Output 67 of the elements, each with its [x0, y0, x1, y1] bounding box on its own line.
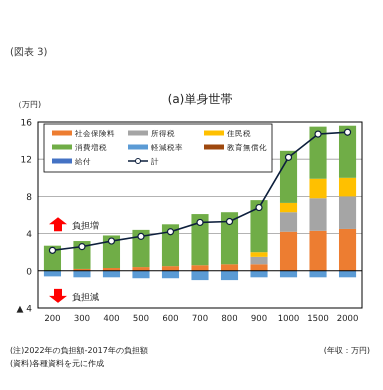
x-tick-label: 400 [103, 314, 120, 324]
annotation: 負担減 [72, 292, 99, 303]
bar [309, 126, 327, 179]
point [78, 243, 86, 250]
y-tick-label: 8 [26, 192, 32, 203]
y-tick-label: 16 [20, 118, 32, 128]
point [48, 246, 56, 254]
bar [280, 150, 298, 203]
bar [191, 270, 209, 280]
bar [191, 214, 209, 266]
text: (図表 3) [10, 46, 48, 58]
bar [280, 270, 298, 278]
bar [132, 230, 150, 268]
bar [280, 212, 298, 232]
point [344, 128, 352, 136]
bar [338, 126, 356, 178]
point [108, 237, 116, 245]
x-tick-label: 500 [132, 314, 150, 324]
bar [338, 270, 356, 278]
bar [250, 200, 268, 252]
x-tick-label: 700 [192, 314, 208, 324]
bar [338, 178, 356, 196]
bar [132, 267, 150, 271]
y-tick-label: 12 [20, 156, 32, 166]
x-tick-label: 2000 [336, 314, 358, 324]
point [196, 218, 204, 226]
x-tick-label: 800 [221, 314, 238, 324]
bar [220, 264, 238, 271]
x-tick-label: 1000 [278, 314, 300, 324]
x-tick-label: 300 [74, 314, 90, 324]
y-tick-label: ▲ 4 [16, 304, 32, 314]
bar [280, 232, 298, 271]
point [137, 232, 145, 240]
bar [73, 270, 91, 278]
bar [309, 230, 327, 271]
x-tick-label: 900 [250, 314, 268, 324]
annotation: 負担増 [72, 220, 99, 232]
bar [250, 270, 268, 278]
x-tick-label: 1500 [307, 314, 329, 324]
bar [309, 178, 327, 198]
bar [162, 266, 180, 271]
x-tick-label: 200 [44, 314, 61, 324]
bar [280, 202, 298, 212]
bar [250, 252, 268, 257]
text: (注)2022年の負担額-2017年の負担額 [10, 346, 148, 355]
bar [309, 270, 327, 278]
y-tick-label: 4 [26, 230, 32, 240]
bar [102, 270, 120, 278]
bar [220, 270, 238, 280]
point [284, 154, 292, 161]
point [166, 228, 174, 236]
bar [309, 198, 327, 231]
chart-title: (a)単身世帯 [168, 92, 232, 106]
text: (資料)各種資料を元に作成 [10, 359, 104, 368]
point [226, 218, 234, 226]
y-tick-label: 0 [26, 267, 32, 278]
y-axis-title: （万円) [14, 100, 42, 109]
bar [250, 256, 268, 264]
bar [338, 228, 356, 271]
x-axis-title: (年収：万円) [324, 346, 370, 355]
x-tick-label: 600 [162, 314, 179, 324]
bar [250, 264, 268, 271]
point [314, 130, 322, 138]
bar [191, 265, 209, 271]
bar [220, 212, 238, 264]
point [255, 204, 263, 212]
bar [162, 224, 180, 266]
